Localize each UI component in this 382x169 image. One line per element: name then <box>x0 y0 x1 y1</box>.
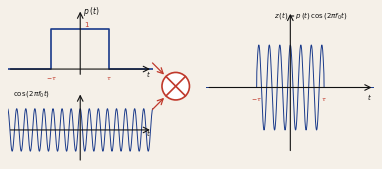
Text: $t$: $t$ <box>367 92 372 102</box>
Text: $z\,(t)=p\,(t)\,\cos\left(2\pi f_0 t\right)$: $z\,(t)=p\,(t)\,\cos\left(2\pi f_0 t\rig… <box>274 10 347 21</box>
Text: $t$: $t$ <box>146 69 151 79</box>
Text: $-\tau$: $-\tau$ <box>251 96 262 103</box>
Text: $-\tau$: $-\tau$ <box>46 75 57 82</box>
Text: $\tau$: $\tau$ <box>106 75 112 82</box>
Text: $1$: $1$ <box>84 20 89 29</box>
Circle shape <box>162 73 189 100</box>
Text: $p\,(t)$: $p\,(t)$ <box>83 5 99 18</box>
Text: $\cos\left(2\pi f_0 t\right)$: $\cos\left(2\pi f_0 t\right)$ <box>13 88 50 99</box>
Text: $t$: $t$ <box>146 128 151 138</box>
Text: $\tau$: $\tau$ <box>321 96 327 103</box>
